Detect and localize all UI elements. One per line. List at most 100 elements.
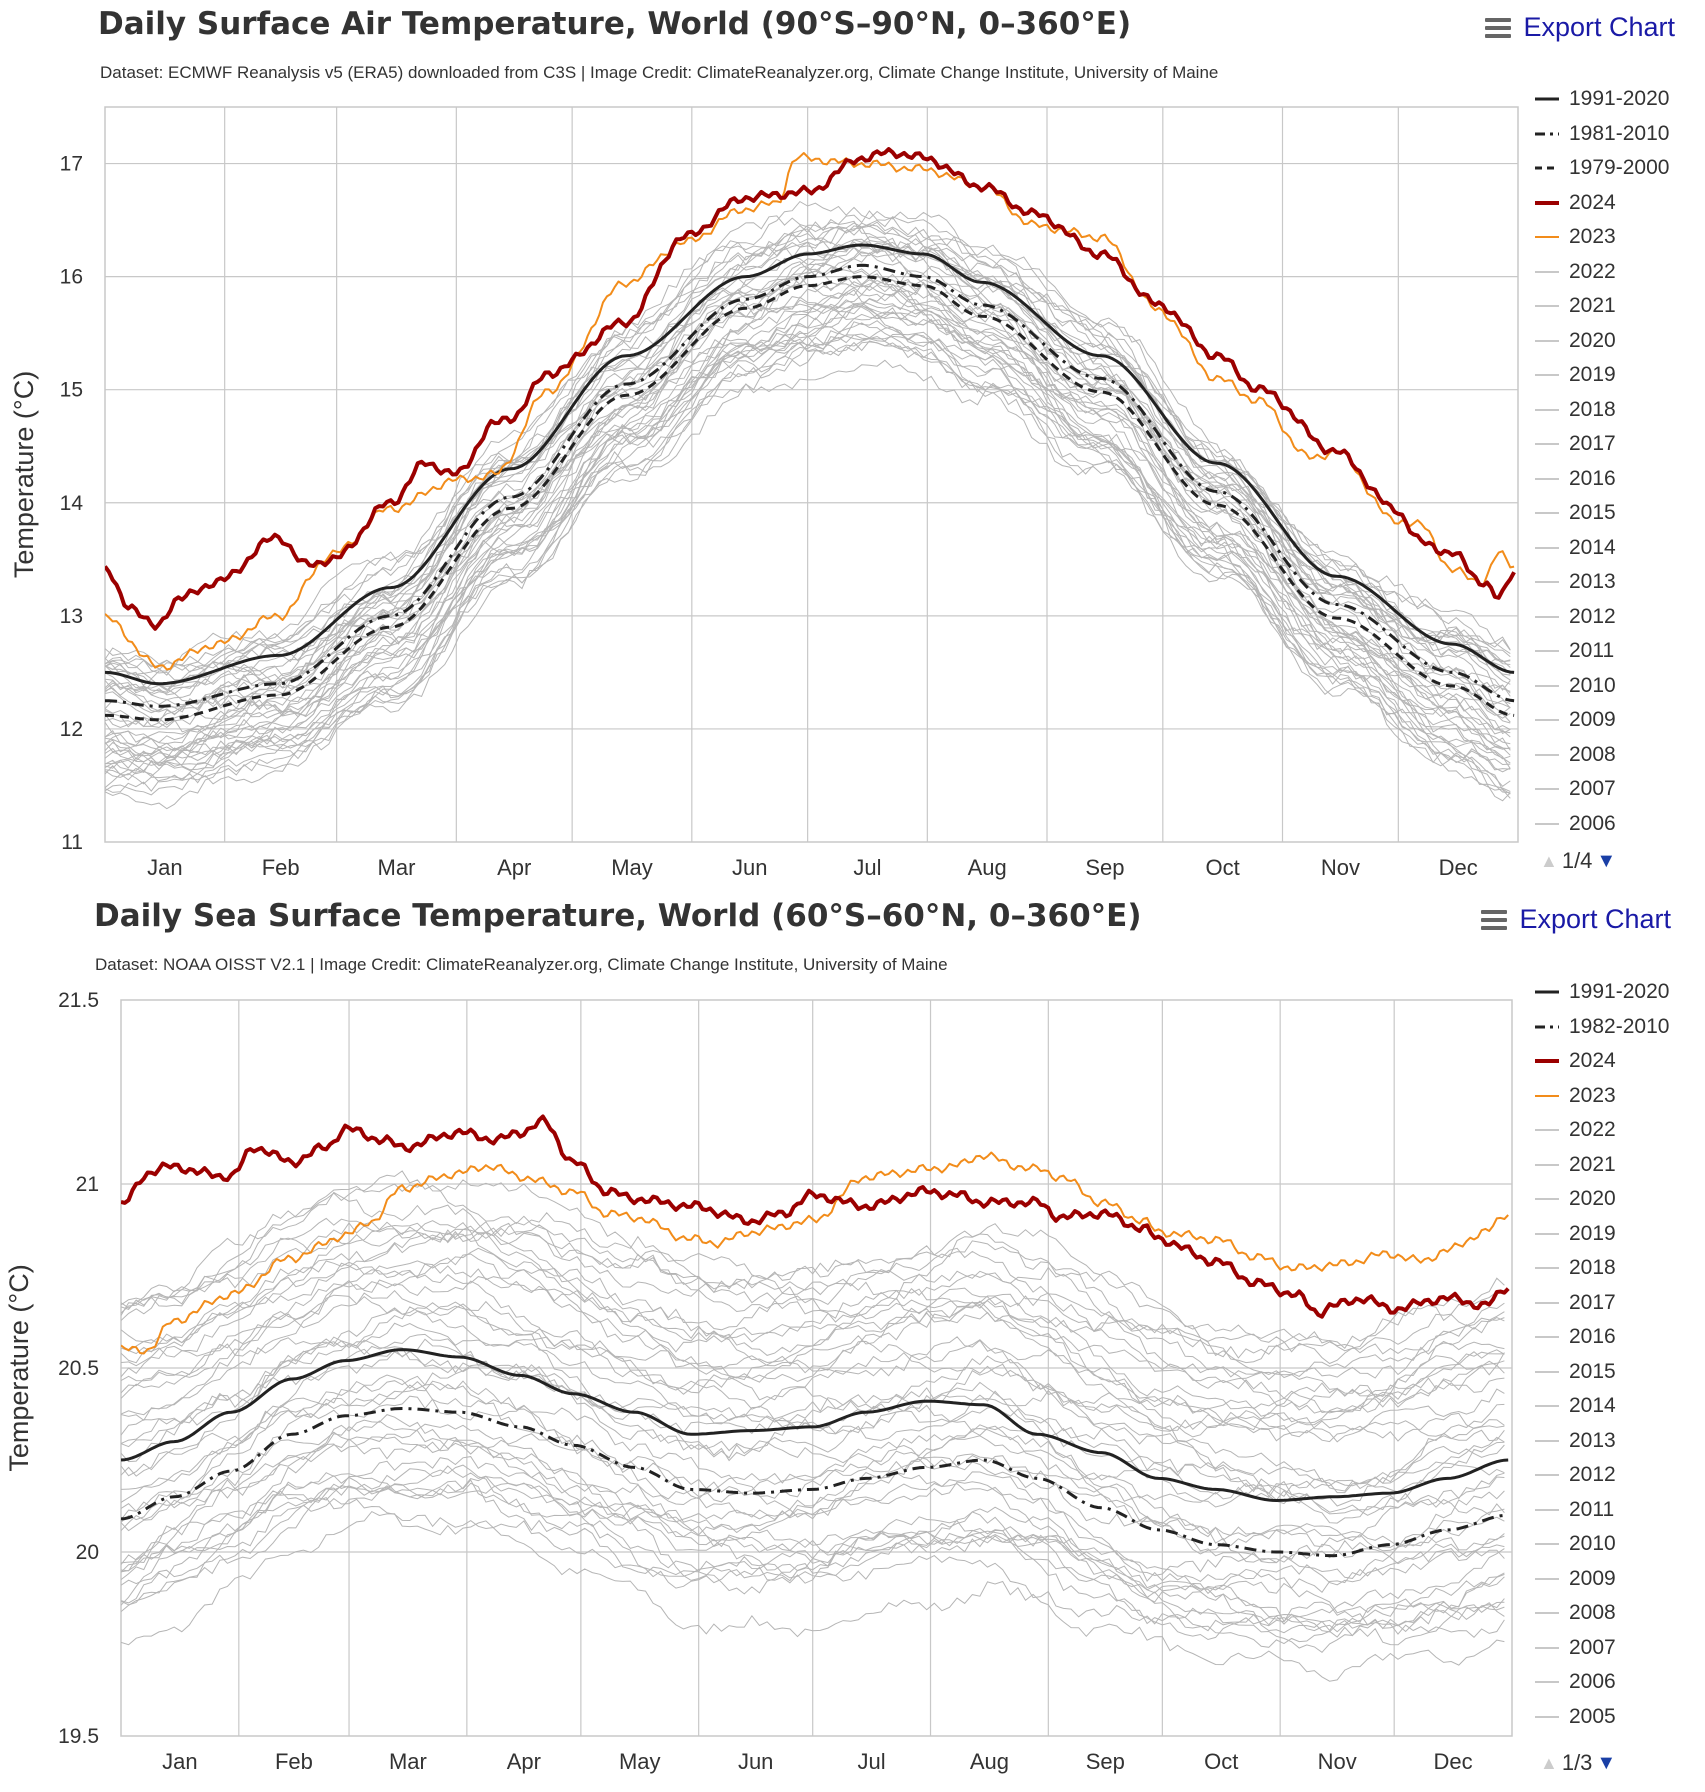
historical-year-line — [121, 1247, 1505, 1417]
legend-item-1991-2020[interactable]: 1991-2020 — [1535, 82, 1669, 117]
legend-item-2015[interactable]: 2015 — [1535, 1355, 1669, 1390]
legend-item-2014[interactable]: 2014 — [1535, 531, 1669, 566]
historical-year-line — [121, 1191, 1505, 1364]
x-tick-label: May — [611, 855, 653, 880]
legend-item-2016[interactable]: 2016 — [1535, 1320, 1669, 1355]
x-tick-label: Jun — [732, 855, 767, 880]
legend-item-2017[interactable]: 2017 — [1535, 1286, 1669, 1321]
hamburger-menu-icon — [1485, 17, 1512, 38]
historical-year-line — [105, 331, 1511, 799]
legend-label: 2021 — [1569, 294, 1616, 318]
historical-year-line — [105, 279, 1511, 729]
legend-item-2011[interactable]: 2011 — [1535, 1493, 1669, 1528]
legend-item-2010[interactable]: 2010 — [1535, 669, 1669, 704]
historical-year-line — [105, 326, 1511, 769]
legend-page-up-icon[interactable]: ▲ — [1540, 850, 1558, 871]
legend-item-1979-2000[interactable]: 1979-2000 — [1535, 151, 1669, 186]
legend-item-2009[interactable]: 2009 — [1535, 1562, 1669, 1597]
legend-label: 2014 — [1569, 1394, 1616, 1418]
legend-item-2012[interactable]: 2012 — [1535, 1458, 1669, 1493]
historical-year-line — [105, 216, 1511, 671]
legend-label: 2009 — [1569, 708, 1616, 732]
legend-swatch — [1535, 990, 1559, 994]
legend-item-2005[interactable]: 2005 — [1535, 1700, 1669, 1735]
historical-year-line — [121, 1395, 1505, 1555]
legend-item-2011[interactable]: 2011 — [1535, 634, 1669, 669]
historical-year-line — [121, 1497, 1505, 1648]
legend-item-2013[interactable]: 2013 — [1535, 565, 1669, 600]
legend-label: 2010 — [1569, 673, 1616, 697]
historical-year-line — [105, 299, 1511, 751]
legend-item-1982-2010[interactable]: 1982-2010 — [1535, 1010, 1669, 1045]
y-tick-label: 20.5 — [58, 1357, 99, 1380]
legend-item-2017[interactable]: 2017 — [1535, 427, 1669, 462]
historical-year-line — [105, 359, 1511, 810]
historical-year-line — [121, 1475, 1505, 1653]
historical-year-line — [105, 293, 1511, 776]
legend-label: 2024 — [1569, 190, 1616, 214]
legend-item-2016[interactable]: 2016 — [1535, 462, 1669, 497]
legend-item-2021[interactable]: 2021 — [1535, 1148, 1669, 1183]
legend-item-2008[interactable]: 2008 — [1535, 1596, 1669, 1631]
legend-item-2018[interactable]: 2018 — [1535, 393, 1669, 428]
legend-label: 2022 — [1569, 259, 1616, 283]
legend-item-2022[interactable]: 2022 — [1535, 255, 1669, 290]
legend-item-2014[interactable]: 2014 — [1535, 1389, 1669, 1424]
legend-item-2006[interactable]: 2006 — [1535, 1665, 1669, 1700]
export-chart-button[interactable]: Export Chart — [1485, 12, 1675, 43]
legend-swatch — [1535, 1129, 1559, 1131]
legend-swatch — [1535, 823, 1559, 825]
legend-item-2024[interactable]: 2024 — [1535, 1044, 1669, 1079]
legend-item-2015[interactable]: 2015 — [1535, 496, 1669, 531]
legend-item-2019[interactable]: 2019 — [1535, 358, 1669, 393]
legend-item-1981-2010[interactable]: 1981-2010 — [1535, 117, 1669, 152]
legend-swatch — [1535, 788, 1559, 790]
legend-item-1991-2020[interactable]: 1991-2020 — [1535, 975, 1669, 1010]
legend-swatch — [1535, 271, 1559, 273]
legend-item-2009[interactable]: 2009 — [1535, 703, 1669, 738]
historical-year-line — [121, 1374, 1505, 1564]
export-chart-button[interactable]: Export Chart — [1481, 904, 1671, 935]
historical-year-line — [105, 332, 1511, 793]
legend-item-2020[interactable]: 2020 — [1535, 324, 1669, 359]
legend-page-down-icon[interactable]: ▼ — [1596, 1751, 1617, 1774]
x-tick-label: Jan — [162, 1749, 197, 1774]
series-line-1981-2010 — [105, 263, 1515, 708]
legend-item-2013[interactable]: 2013 — [1535, 1424, 1669, 1459]
legend-item-2007[interactable]: 2007 — [1535, 1631, 1669, 1666]
legend-item-2012[interactable]: 2012 — [1535, 600, 1669, 635]
x-tick-label: Feb — [275, 1749, 313, 1774]
legend-item-2008[interactable]: 2008 — [1535, 738, 1669, 773]
legend-item-2018[interactable]: 2018 — [1535, 1251, 1669, 1286]
legend-item-2010[interactable]: 2010 — [1535, 1527, 1669, 1562]
chart-subtitle: Dataset: ECMWF Reanalysis v5 (ERA5) down… — [100, 63, 1219, 82]
legend-label: 2005 — [1569, 1704, 1616, 1728]
historical-year-line — [121, 1289, 1505, 1443]
historical-year-line — [121, 1279, 1505, 1443]
legend-item-2024[interactable]: 2024 — [1535, 186, 1669, 221]
chart-title: Daily Surface Air Temperature, World (90… — [98, 6, 1132, 42]
legend-item-2021[interactable]: 2021 — [1535, 289, 1669, 324]
legend-swatch — [1535, 1371, 1559, 1373]
x-tick-label: Feb — [262, 855, 300, 880]
legend-item-2023[interactable]: 2023 — [1535, 1079, 1669, 1114]
legend-page-down-icon[interactable]: ▼ — [1596, 849, 1617, 872]
x-tick-label: Oct — [1206, 855, 1240, 880]
x-tick-label: Oct — [1204, 1749, 1238, 1774]
historical-year-line — [121, 1322, 1505, 1487]
legend-item-2006[interactable]: 2006 — [1535, 807, 1669, 842]
legend-swatch — [1535, 1302, 1559, 1304]
legend-swatch — [1535, 97, 1559, 101]
chart-subtitle: Dataset: NOAA OISST V2.1 | Image Credit:… — [95, 955, 948, 974]
legend-item-2019[interactable]: 2019 — [1535, 1217, 1669, 1252]
x-tick-label: Mar — [378, 855, 416, 880]
legend-swatch — [1535, 1716, 1559, 1718]
x-tick-label: Aug — [968, 855, 1007, 880]
legend-page-up-icon[interactable]: ▲ — [1540, 1752, 1558, 1773]
legend-item-2020[interactable]: 2020 — [1535, 1182, 1669, 1217]
historical-year-line — [121, 1423, 1505, 1565]
legend-swatch — [1535, 1440, 1559, 1442]
legend-item-2007[interactable]: 2007 — [1535, 772, 1669, 807]
legend-item-2022[interactable]: 2022 — [1535, 1113, 1669, 1148]
legend-item-2023[interactable]: 2023 — [1535, 220, 1669, 255]
